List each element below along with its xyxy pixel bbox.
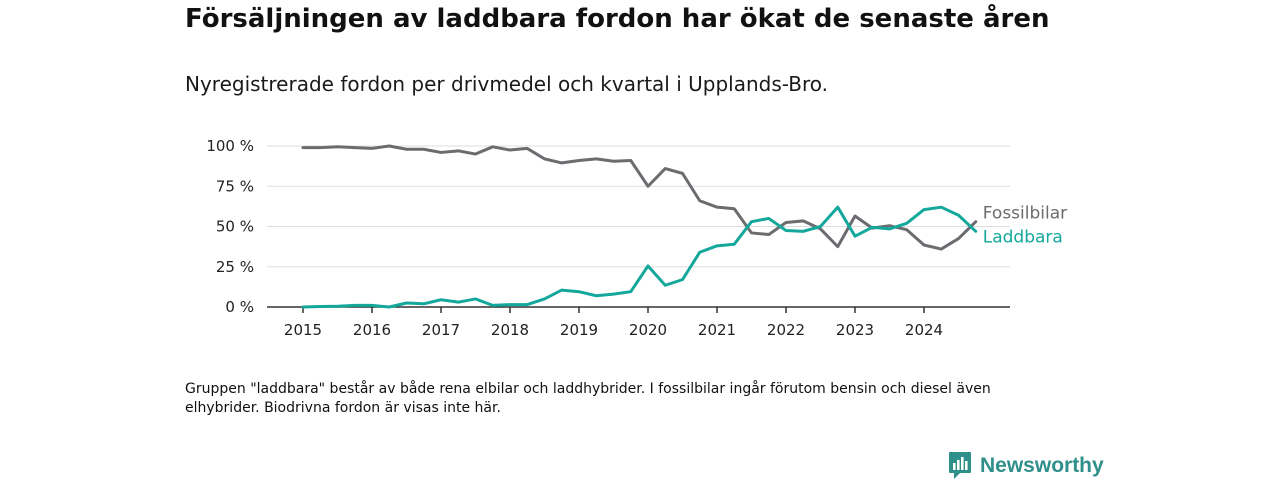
x-tick-label: 2018 [491, 321, 529, 339]
x-tick-label: 2022 [767, 321, 805, 339]
x-tick-label: 2023 [836, 321, 874, 339]
chart-title: Försäljningen av laddbara fordon har öka… [185, 4, 1050, 34]
x-tick-label: 2019 [560, 321, 598, 339]
x-tick-label: 2020 [629, 321, 667, 339]
y-tick-label: 100 % [206, 137, 254, 155]
x-tick-label: 2015 [284, 321, 322, 339]
x-tick-label: 2016 [353, 321, 391, 339]
bar-chart-logo-icon [949, 452, 971, 479]
x-tick-label: 2017 [422, 321, 460, 339]
brand-logo: Newsworthy [948, 451, 1104, 481]
series-end-label-fossilbilar: Fossilbilar [983, 204, 1067, 224]
x-tick-label: 2021 [698, 321, 736, 339]
x-tick-label: 2024 [905, 321, 943, 339]
series-line-fossilbilar [301, 144, 978, 251]
y-tick-label: 50 % [216, 218, 254, 236]
chart-subtitle: Nyregistrerade fordon per drivmedel och … [185, 72, 828, 96]
y-tick-label: 0 % [225, 298, 254, 316]
series-end-label-laddbara: Laddbara [983, 227, 1063, 247]
y-tick-label: 75 % [216, 177, 254, 195]
footnote: Gruppen "laddbara" består av både rena e… [185, 381, 991, 416]
brand-name: Newsworthy [980, 454, 1104, 477]
series-line-laddbara [301, 205, 978, 309]
y-tick-label: 25 % [216, 258, 254, 276]
